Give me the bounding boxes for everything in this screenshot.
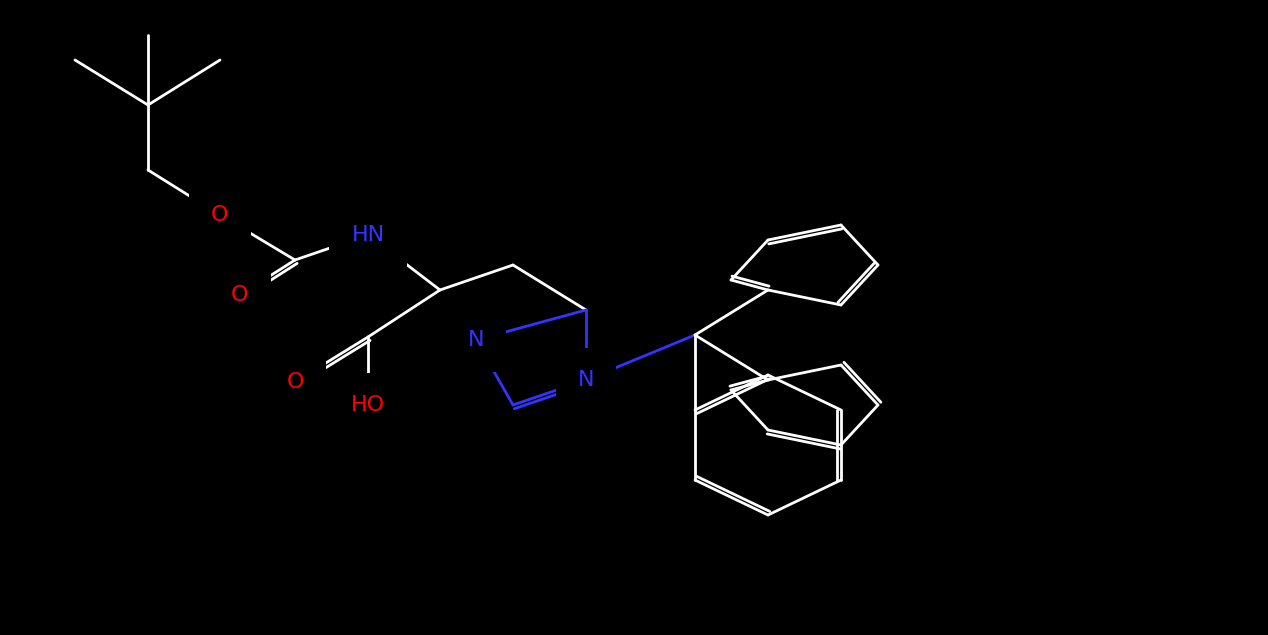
Text: O: O bbox=[212, 205, 228, 225]
Text: O: O bbox=[231, 285, 249, 305]
Text: HO: HO bbox=[351, 395, 385, 415]
Text: HN: HN bbox=[351, 225, 384, 245]
Text: N: N bbox=[468, 330, 484, 350]
Text: O: O bbox=[287, 372, 304, 392]
Text: N: N bbox=[578, 370, 595, 390]
